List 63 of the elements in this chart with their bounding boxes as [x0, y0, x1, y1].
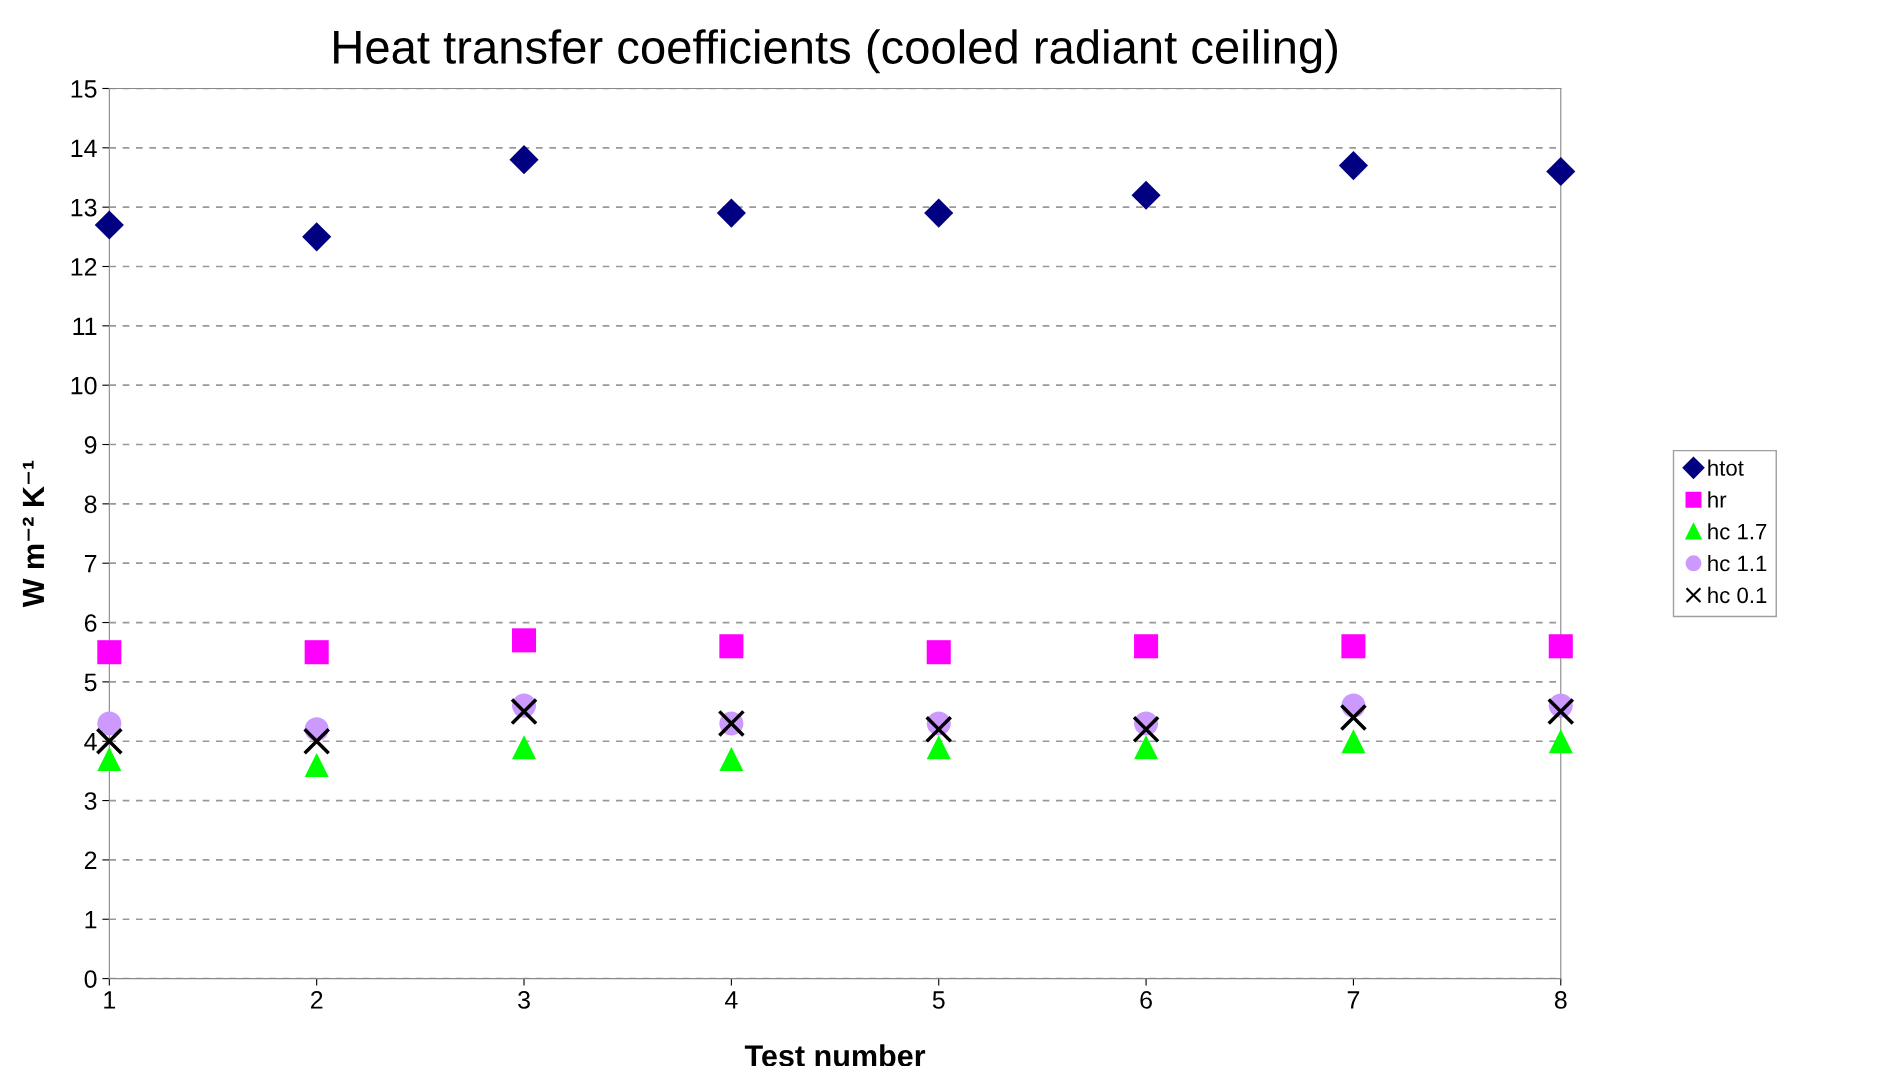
x-tick-label: 7 [1347, 991, 1360, 1009]
point [97, 711, 122, 736]
y-tick-label: 2 [84, 851, 97, 869]
point [924, 715, 953, 744]
y-tick-label: 8 [84, 495, 97, 514]
x-tick-label: 6 [1140, 991, 1152, 1009]
x-tick-label: 3 [518, 991, 530, 1009]
legend-label: htot [1708, 459, 1744, 476]
point [97, 640, 122, 665]
y-tick-label: 15 [71, 80, 97, 98]
point [719, 747, 744, 772]
y-tick-label: 0 [84, 970, 97, 988]
point [512, 735, 537, 760]
point [719, 634, 744, 659]
y-tick-label: 14 [71, 139, 97, 157]
point [1548, 729, 1573, 754]
point [1131, 180, 1161, 210]
x-tick-label: 5 [932, 991, 945, 1009]
y-tick-label: 7 [84, 555, 97, 573]
y-tick-label: 4 [84, 733, 97, 751]
y-tick-label: 6 [84, 614, 97, 632]
chart-title: Heat transfer coefficients (cooled radiant ceiling) [334, 29, 1338, 74]
point [1341, 729, 1366, 754]
point [1548, 634, 1573, 659]
y-axis-title: W m⁻² K⁻¹ [22, 460, 44, 608]
legend-label: hr [1708, 491, 1727, 508]
y-tick-label: 13 [71, 198, 97, 217]
point [1134, 735, 1159, 760]
point [926, 640, 951, 665]
x-tick-label: 4 [725, 991, 738, 1009]
y-tick-label: 11 [73, 317, 97, 335]
point [510, 697, 538, 726]
point [716, 198, 746, 228]
point [924, 198, 954, 228]
point [304, 752, 329, 777]
point [1134, 634, 1159, 659]
y-tick-label: 3 [84, 792, 97, 810]
legend-label: hc 0.1 [1708, 586, 1767, 604]
x-tick-label: 8 [1554, 991, 1567, 1009]
point [302, 222, 332, 252]
point [1339, 703, 1368, 732]
x-tick-label: 2 [310, 991, 323, 1009]
point [1132, 715, 1160, 744]
x-tick-label: 1 [104, 991, 116, 1009]
point [512, 628, 537, 653]
point [97, 747, 122, 772]
point [1547, 697, 1575, 726]
y-tick-label: 9 [84, 436, 97, 454]
x-axis-title: Test number [744, 1044, 926, 1066]
y-tick-label: 5 [84, 673, 97, 692]
point [509, 145, 539, 175]
point [304, 640, 329, 665]
legend-label: hc 1.7 [1708, 523, 1767, 540]
legend-label: hc 1.1 [1708, 555, 1767, 572]
point [302, 727, 331, 755]
point [95, 727, 124, 755]
point [926, 735, 951, 760]
y-tick-label: 10 [71, 376, 97, 395]
y-tick-label: 12 [71, 258, 97, 276]
point [1341, 634, 1366, 659]
y-tick-label: 1 [85, 911, 97, 929]
point [1546, 156, 1576, 187]
point [1338, 151, 1368, 181]
